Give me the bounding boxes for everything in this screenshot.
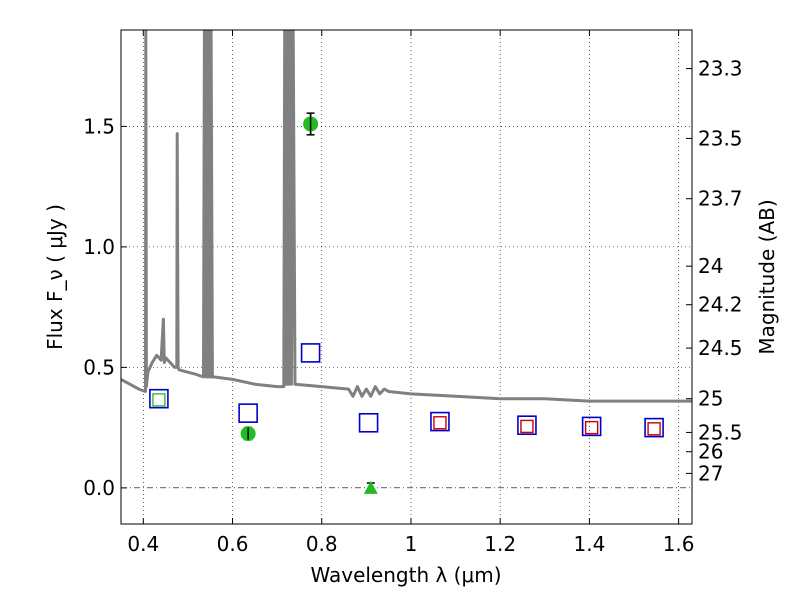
right-tick-label: 24 xyxy=(698,254,723,278)
y-tick-label: 0.5 xyxy=(83,355,115,379)
model-point-red xyxy=(584,420,599,435)
model-point-red xyxy=(433,416,447,430)
sed-layer xyxy=(121,30,692,403)
right-tick-label: 24.5 xyxy=(698,336,743,360)
x-tick-label: 1.2 xyxy=(484,532,516,556)
x-axis-label: Wavelength λ (μm) xyxy=(310,563,501,587)
y-tick-label: 1.0 xyxy=(83,235,115,259)
model-point-green xyxy=(152,393,166,407)
plot-frame xyxy=(120,29,693,525)
y-axis-label: Flux F_ν ( μJy ) xyxy=(43,204,67,350)
y-tick-label: 0.0 xyxy=(83,476,115,500)
right-axis-label: Magnitude (AB) xyxy=(755,199,779,354)
x-tick-label: 0.4 xyxy=(127,532,159,556)
upper-limit-point xyxy=(363,480,378,494)
x-tick-label: 0.6 xyxy=(217,532,249,556)
x-tick-label: 0.8 xyxy=(306,532,338,556)
model-point-blue xyxy=(581,416,602,437)
right-tick-label: 27 xyxy=(698,461,723,485)
model-point-red xyxy=(647,422,661,436)
right-tick-label: 25.5 xyxy=(698,420,743,444)
x-tick-label: 1.6 xyxy=(663,532,695,556)
model-point-blue xyxy=(238,403,258,423)
right-tick-label: 23.5 xyxy=(698,126,743,150)
model-point-blue xyxy=(358,412,379,433)
right-tick-label: 24.2 xyxy=(698,293,743,317)
tick-layer: 0.4 0.6 0.8 1 1.2 1.4 1.6 0.0 0.5 1.0 1.5 23.3 23.5 2… xyxy=(83,30,743,556)
right-tick-label: 26 xyxy=(698,440,723,464)
marker-layer xyxy=(149,112,664,494)
x-tick-label: 1.4 xyxy=(573,532,605,556)
right-tick-label: 23.3 xyxy=(698,57,743,81)
grid-layer xyxy=(121,30,692,524)
sed-curve xyxy=(121,30,692,403)
model-point-blue xyxy=(517,415,537,436)
model-point-blue xyxy=(149,388,169,409)
right-tick-label: 23.7 xyxy=(698,187,743,211)
model-point-blue xyxy=(300,343,321,363)
x-tick-label: 1 xyxy=(405,532,418,556)
model-point-blue xyxy=(430,411,450,432)
model-point-blue xyxy=(644,417,664,438)
model-point-red xyxy=(520,419,534,434)
y-tick-label: 1.5 xyxy=(83,114,115,138)
right-tick-label: 25 xyxy=(698,387,723,411)
